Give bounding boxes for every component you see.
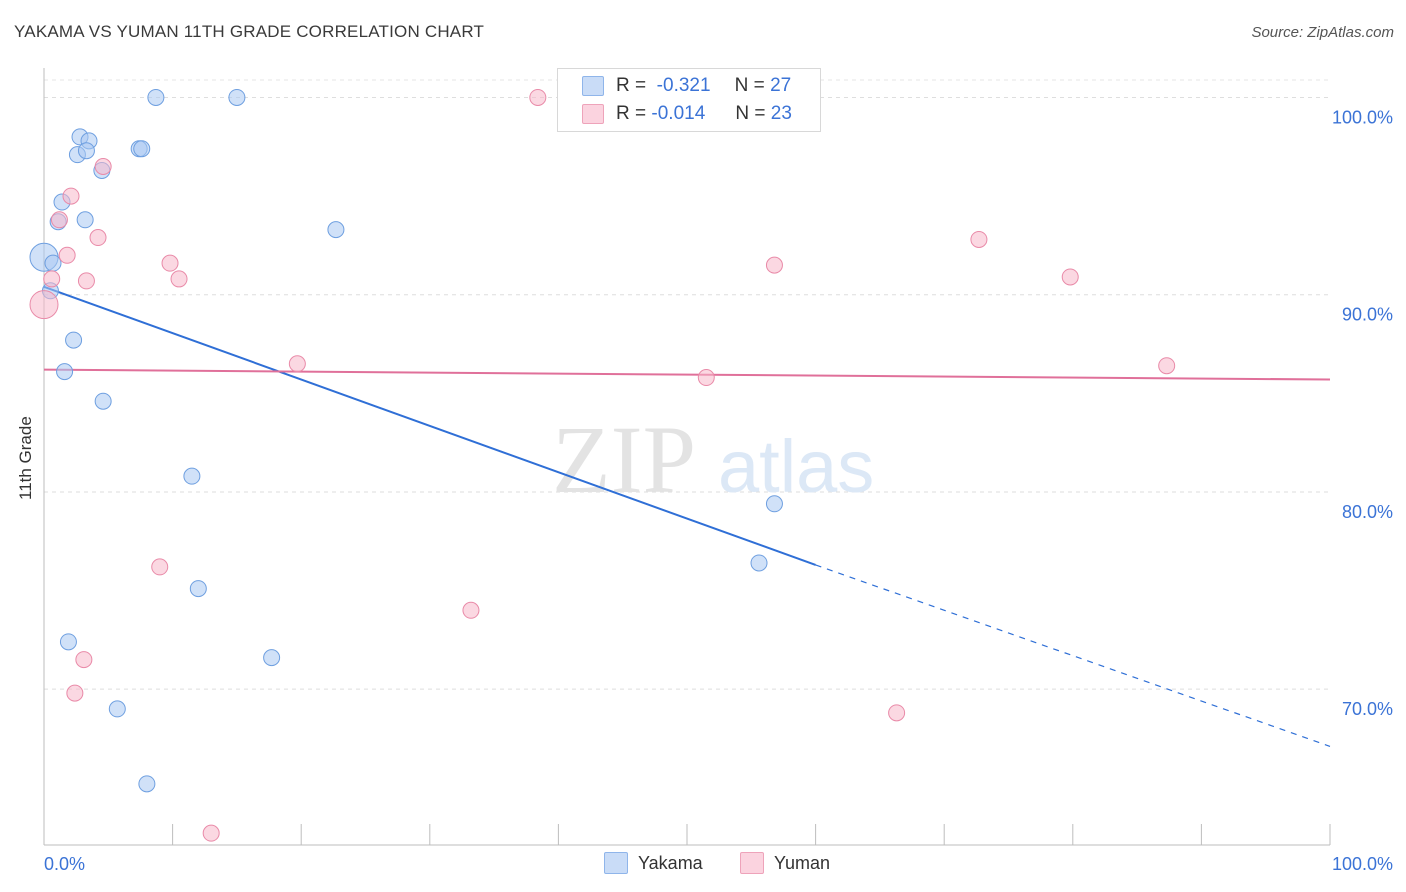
legend-swatch-yuman xyxy=(582,104,604,124)
point-yuman xyxy=(888,704,906,722)
point-yakama xyxy=(56,363,74,381)
series-legend: Yakama Yuman xyxy=(0,852,1406,876)
point-yakama xyxy=(189,580,207,598)
legend-swatch-yuman xyxy=(740,852,764,874)
watermark-zip: ZIP xyxy=(552,406,696,513)
point-yuman xyxy=(765,256,783,274)
point-yuman xyxy=(50,211,68,229)
tick-labels: 100.0% 90.0% 80.0% 70.0% 0.0% 100.0% xyxy=(44,107,1393,874)
point-yuman xyxy=(75,651,93,669)
point-yakama xyxy=(65,331,83,349)
point-yakama xyxy=(94,392,112,410)
point-yuman xyxy=(1158,357,1176,375)
point-yuman xyxy=(62,187,80,205)
n-label: N = xyxy=(734,75,765,96)
n-value: 23 xyxy=(770,103,792,124)
point-yakama xyxy=(133,140,151,158)
y-axis-label: 11th Grade xyxy=(16,416,35,500)
legend-swatch-yakama xyxy=(582,76,604,96)
point-yakama xyxy=(765,495,783,513)
point-yakama xyxy=(76,211,94,229)
point-yuman xyxy=(58,246,76,264)
n-label: N = xyxy=(735,103,766,124)
point-yuman xyxy=(970,230,988,248)
r-label: R = xyxy=(616,75,647,96)
source-label: Source: ZipAtlas.com xyxy=(1251,24,1394,41)
trend-line xyxy=(43,285,816,566)
point-yuman xyxy=(43,270,61,288)
point-yuman xyxy=(170,270,188,288)
r-value: -0.014 xyxy=(651,103,706,124)
legend-item-yakama: Yakama xyxy=(604,852,703,874)
legend-label-yakama: Yakama xyxy=(638,852,703,873)
point-yakama xyxy=(147,88,165,106)
r-label: R = xyxy=(616,103,647,124)
y-tick-label: 90.0% xyxy=(1342,305,1393,325)
n-value: 27 xyxy=(770,75,792,96)
point-yakama xyxy=(44,254,62,272)
legend-row-yuman: R = -0.014 N = 23 xyxy=(582,101,792,127)
point-yuman xyxy=(89,229,107,247)
point-yuman xyxy=(462,601,480,619)
point-yuman xyxy=(94,158,112,176)
point-yuman xyxy=(77,272,95,290)
r-value: -0.321 xyxy=(656,75,711,96)
point-yuman xyxy=(202,824,220,842)
point-yuman xyxy=(1061,268,1079,286)
point-yakama xyxy=(263,649,281,667)
grid-lines xyxy=(44,79,1330,690)
point-yakama xyxy=(327,221,345,239)
trend-lines xyxy=(43,285,1331,747)
point-yuman xyxy=(161,254,179,272)
y-tick-label: 70.0% xyxy=(1342,699,1393,719)
point-yakama xyxy=(77,142,95,160)
trend-line xyxy=(43,368,1331,381)
watermark-atlas: atlas xyxy=(718,425,874,508)
legend-item-yuman: Yuman xyxy=(740,852,830,874)
point-yuman xyxy=(66,684,84,702)
legend-swatch-yakama xyxy=(604,852,628,874)
point-yuman xyxy=(288,355,306,373)
y-tick-label: 80.0% xyxy=(1342,502,1393,522)
point-yuman xyxy=(529,88,547,106)
legend-label-yuman: Yuman xyxy=(774,852,831,873)
stats-legend: R = -0.321 N = 27 R = -0.014 N = 23 xyxy=(557,68,821,132)
data-points xyxy=(29,88,1176,842)
point-yuman xyxy=(697,369,715,387)
axes xyxy=(43,68,1331,846)
point-yakama xyxy=(183,467,201,485)
chart-title: YAKAMA VS YUMAN 11TH GRADE CORRELATION C… xyxy=(14,22,485,41)
y-tick-label: 100.0% xyxy=(1332,107,1393,127)
point-yakama xyxy=(750,554,768,572)
point-yakama xyxy=(59,633,77,651)
x-tick-label: 0.0% xyxy=(44,854,85,874)
point-yakama xyxy=(228,88,246,106)
x-tick-label: 100.0% xyxy=(1332,854,1393,874)
point-yuman xyxy=(29,290,59,320)
watermark: ZIP atlas xyxy=(552,406,874,513)
point-yakama xyxy=(138,775,156,793)
point-yuman xyxy=(151,558,169,576)
legend-row-yakama: R = -0.321 N = 27 xyxy=(582,73,791,99)
point-yakama xyxy=(108,700,126,718)
